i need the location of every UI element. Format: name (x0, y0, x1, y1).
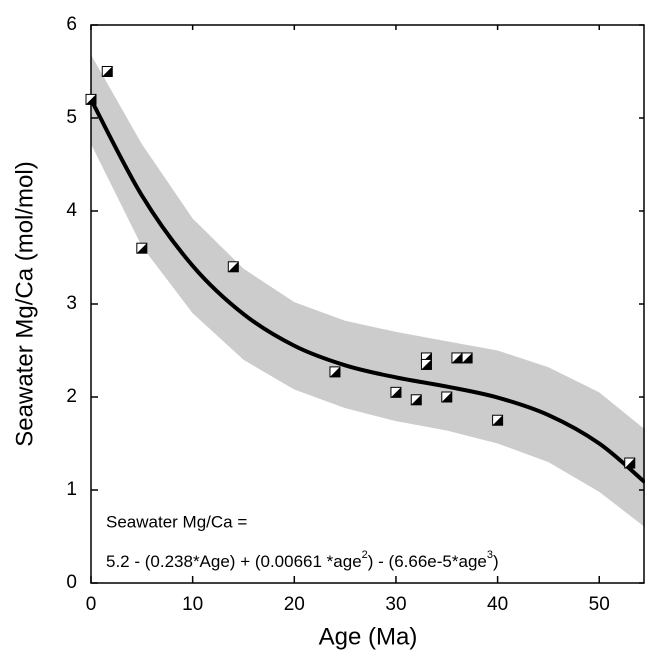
data-point (390, 386, 402, 398)
y-tick-label: 5 (66, 107, 77, 128)
y-axis-title: Seawater Mg/Ca (mol/mol) (11, 161, 38, 446)
data-point (451, 352, 463, 364)
plot: 0 10 20 30 40 50 0 1 2 3 4 5 6 (66, 14, 645, 615)
x-tick-label: 40 (487, 594, 508, 615)
data-point (136, 242, 148, 254)
marker-fill (492, 415, 503, 426)
data-point (410, 394, 422, 406)
plot-frame (90, 24, 645, 584)
marker-fill (462, 352, 473, 363)
data-point (624, 457, 636, 469)
marker-fill (411, 394, 422, 405)
data-point (85, 93, 97, 105)
y-tick-label: 4 (66, 200, 77, 221)
y-tick-label: 0 (66, 572, 77, 593)
equation: 5.2 - (0.238*Age) + (0.00661 *age2) - (6… (106, 549, 499, 572)
x-tick-label: 10 (182, 594, 203, 615)
data-point (461, 352, 473, 364)
y-tick-label: 1 (66, 479, 77, 500)
marker-fill (624, 458, 635, 469)
y-tick-label: 2 (66, 386, 77, 407)
data-point (492, 414, 504, 426)
marker-fill (421, 359, 432, 370)
marker-fill (441, 392, 452, 402)
data-point (329, 366, 341, 378)
confidence-band (91, 54, 645, 528)
equation-part: 5.2 - (0.238*Age) + (0.00661 *age (106, 552, 362, 571)
data-point (441, 391, 453, 403)
x-tick-label: 50 (589, 594, 610, 615)
x-axis-title: Age (Ma) (319, 623, 418, 650)
marker-fill (329, 366, 340, 377)
x-tick-label: 30 (385, 594, 406, 615)
equation-part: ) - (6.66e-5*age (368, 552, 487, 571)
annotation: Seawater Mg/Ca = (106, 512, 247, 531)
fit-line (89, 98, 645, 484)
equation-part: ) (493, 552, 499, 571)
equation-exponent: 2 (362, 549, 368, 561)
data-point (101, 66, 113, 77)
marker-fill (451, 352, 462, 363)
marker-fill (390, 387, 401, 398)
equation-exponent: 3 (487, 549, 493, 561)
marker-fill (228, 261, 239, 272)
marker-fill (102, 66, 113, 77)
data-point (227, 261, 239, 273)
marker-fill (86, 94, 96, 105)
data-point (420, 358, 432, 370)
x-tick-label: 20 (284, 594, 305, 615)
y-tick-label: 3 (66, 293, 77, 314)
x-tick-label: 0 (86, 594, 97, 615)
y-tick-label: 6 (66, 14, 77, 35)
marker-fill (136, 243, 147, 254)
